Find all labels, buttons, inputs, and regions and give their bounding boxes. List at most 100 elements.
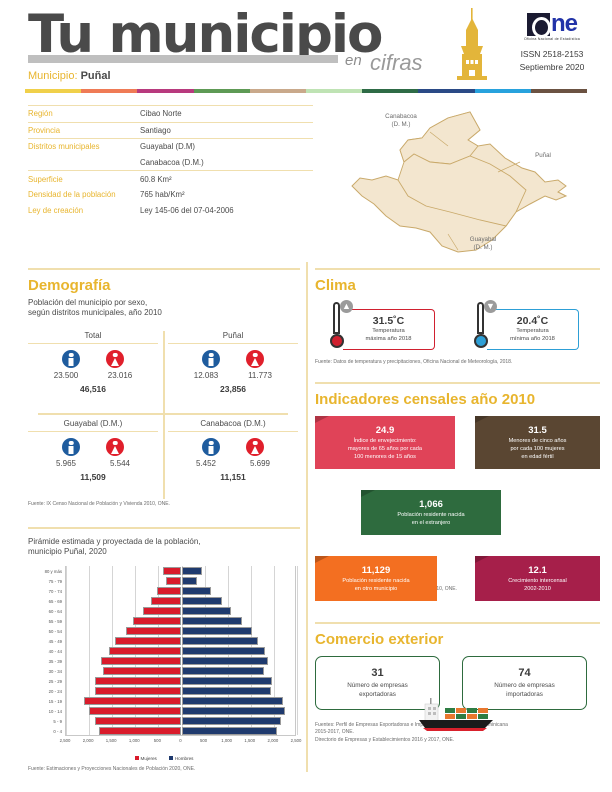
decorative-color-bar [25, 89, 587, 93]
pyramid-bar-mujeres [143, 607, 182, 615]
tower-icon [457, 8, 487, 80]
municipality-map: Canabacoa (D. M.) Puñal Guayabal (D. M.) [330, 100, 600, 260]
pyramid-age-label: 60 - 64 [48, 608, 62, 614]
color-segment-2 [137, 89, 194, 93]
color-segment-9 [530, 89, 587, 93]
municipio-label: Municipio: [28, 70, 78, 82]
pyramid-bar-hombres [181, 667, 264, 675]
legend-item: Mujeres [134, 756, 157, 761]
pyramid-bar-hombres [181, 627, 253, 635]
pyramid-bar-hombres [181, 647, 265, 655]
thermometer-icon: ▲ [329, 299, 353, 348]
piramide-title: Pirámide estimada y proyectada de la pob… [28, 536, 201, 557]
info-row: Distritos municipales Guayabal (D.M) [28, 138, 313, 155]
pyramid-age-label: 40 - 44 [48, 648, 62, 654]
pyramid-row [66, 677, 295, 685]
indicator-card: 24.9 Índice de envejecimiento: mayores de… [315, 415, 455, 469]
info-key: Ley de creación [28, 205, 84, 215]
comercio-panel: Comercio exterior 31 Número de empresas e… [315, 622, 600, 744]
thermometer-stem [333, 301, 340, 334]
gridline [273, 566, 275, 736]
quadrant-header: Guayabal (D.M.) [28, 419, 158, 433]
quadrant-header: Total [28, 331, 158, 345]
pyramid-bar-hombres [181, 727, 277, 735]
publication-date: Septiembre 2020 [519, 61, 585, 72]
demografia-subtitle: Población del municipio por sexo, según … [28, 297, 162, 318]
female-count: 11.773 [248, 371, 272, 381]
pyramid-bar-mujeres [94, 677, 182, 685]
cargo-ship-icon [419, 697, 493, 731]
clima-title: Clima [315, 276, 356, 294]
temperature-card: ▼ 20.4˚C Temperatura mínima año 2018 [459, 299, 589, 350]
indicadores-cards: 24.9 Índice de envejecimiento: mayores de… [315, 415, 600, 601]
indicator-value: 12.1 [528, 564, 547, 576]
demografia-title: Demografía [28, 276, 111, 294]
title-en-word: en [345, 52, 362, 69]
male-count: 5.452 [195, 459, 217, 469]
comercio-value: 74 [518, 666, 531, 679]
piramide-legend: Mujeres Hombres [28, 756, 300, 761]
gender-counts: 23.500 23.016 [28, 371, 158, 380]
clima-panel: Clima ▲ 31.5˚C Temperatura máxima año 2018… [315, 268, 600, 366]
pyramid-row [66, 717, 295, 725]
pyramid-bar-hombres [181, 597, 223, 605]
pyramid-x-tick: 2,500 [59, 738, 71, 744]
gender-icons [28, 438, 158, 457]
population-pyramid-chart: 0 - 4 5 - 9 10 - 14 15 - 19 20 - 24 25 - 29 30… [28, 566, 301, 744]
thermometer-stem [477, 301, 484, 334]
title-underline-bar [28, 55, 338, 63]
quadrant-header: Puñal [168, 331, 298, 345]
pyramid-bar-mujeres [163, 567, 182, 575]
gender-icons [28, 350, 158, 369]
thermometer-bulb [473, 333, 488, 348]
gridline [66, 566, 67, 736]
piramide-source: Fuente: Estimaciones y Proyecciones Naci… [28, 766, 196, 773]
gender-counts: 12.083 11.773 [168, 371, 298, 380]
male-count: 12.083 [193, 371, 219, 381]
pyramid-row [66, 607, 295, 615]
one-logo-subtitle: Oficina Nacional de Estadística [524, 37, 580, 41]
indicator-card: 1,066 Población residente nacida en el ex… [361, 489, 501, 535]
indicator-value: 31.5 [528, 424, 547, 436]
pyramid-bar-mujeres [166, 577, 182, 585]
pyramid-age-label: 25 - 29 [48, 678, 62, 684]
demografia-quadrant: Total 23.500 23.016 46,516 [28, 331, 158, 394]
demografia-grid: Total 23.500 23.016 46,516 Puñal 12.083 11.773… [28, 331, 300, 501]
info-key: Superficie [28, 174, 63, 184]
info-value: Santiago [140, 125, 171, 135]
map-shape-icon [351, 111, 568, 253]
pyramid-x-tick: 2,000 [267, 738, 279, 744]
pyramid-bar-mujeres [88, 707, 182, 715]
pyramid-row [66, 657, 295, 665]
comercio-text: Número de empresas importadoras [494, 681, 555, 698]
temperature-text: Temperatura mínima año 2018 [510, 327, 555, 342]
pyramid-bar-mujeres [133, 617, 182, 625]
pyramid-row [66, 697, 295, 705]
municipio-line: Municipio: Puñal [28, 70, 111, 82]
pyramid-bar-mujeres [95, 687, 182, 695]
temperature-value: 31.5˚C [372, 314, 405, 327]
info-value: 765 hab/Km² [140, 190, 185, 200]
indicator-value: 24.9 [375, 424, 395, 436]
one-o-icon [526, 12, 551, 38]
comercio-cards: 31 Número de empresas exportadoras 74 Númer… [315, 655, 600, 731]
one-logo-text: ne [550, 10, 578, 37]
gender-counts: 5.452 5.699 [168, 459, 298, 468]
pyramid-bar-mujeres [108, 647, 182, 655]
piramide-panel: Pirámide estimada y proyectada de la pob… [28, 527, 301, 774]
piramide-top-rule [28, 527, 300, 529]
indicator-card: 12.1 Crecimiento intercensal 2002-2010 [475, 555, 600, 601]
pyramid-x-tick: 1,000 [221, 738, 233, 744]
indicadores-panel: Indicadores censales año 2010 24.9 Índice… [315, 382, 600, 601]
pyramid-age-label: 35 - 39 [48, 658, 62, 664]
info-value: Cibao Norte [140, 109, 182, 119]
temperature-card: ▲ 31.5˚C Temperatura máxima año 2018 [315, 299, 445, 350]
indicator-card: 11,129 Población residente nacida en otro… [315, 555, 437, 601]
pyramid-bar-hombres [181, 687, 272, 695]
male-count: 23.500 [53, 371, 79, 381]
info-key: Provincia [28, 125, 61, 135]
demografia-horizontal-rule [38, 413, 288, 415]
indicator-value: 11,129 [361, 564, 391, 576]
municipio-value: Puñal [80, 70, 111, 82]
